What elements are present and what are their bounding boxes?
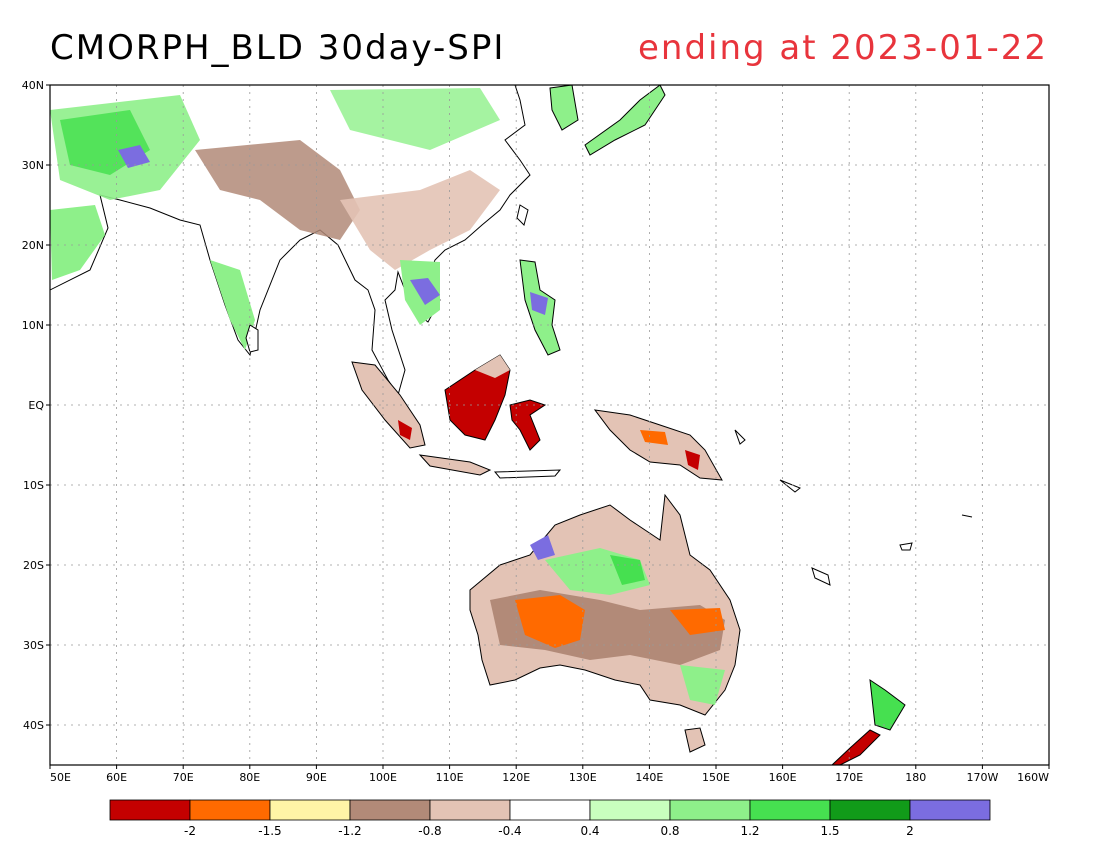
sulawesi-island (509, 399, 547, 451)
colorbar-label: -0.8 (418, 824, 441, 838)
indochina-very-wet-patch (410, 278, 440, 305)
colorbar: -2 -1.5 -1.2 -0.8 -0.4 0.4 0.8 1.2 1.5 2 (109, 799, 991, 838)
colorbar-swatch (189, 799, 271, 821)
lon-tick-label: 160E (769, 771, 797, 784)
lat-tick-label: 30S (23, 639, 44, 652)
colorbar-label: 2 (906, 824, 914, 838)
solomon-islands (734, 429, 801, 493)
lon-tick-label: 120E (502, 771, 530, 784)
colorbar-label: -0.4 (498, 824, 521, 838)
map-area (50, 85, 1049, 765)
latitude-labels: 40N 30N 20N 10N EQ 10S 20S 30S 40S (22, 79, 50, 732)
lon-tick-label: 160W (1017, 771, 1049, 784)
colorbar-label: -1.2 (338, 824, 361, 838)
lon-tick-label: 130E (569, 771, 597, 784)
sumatra-dry-patch (398, 420, 412, 440)
new-caledonia-island (811, 567, 831, 586)
lon-tick-label: 90E (306, 771, 327, 784)
lon-tick-label: 70E (173, 771, 194, 784)
colorbar-label: 1.2 (740, 824, 759, 838)
philippines-very-wet-patch (530, 292, 548, 315)
longitude-labels: 50E 60E 70E 80E 90E 100E 110E 120E 130E 140E 150E 1… (49, 765, 1050, 784)
graticule (50, 85, 1049, 765)
lon-tick-label: 180 (905, 771, 926, 784)
java-island (418, 454, 492, 476)
lat-tick-label: 30N (22, 159, 44, 172)
lon-tick-label: 50E (50, 771, 71, 784)
colorbar-swatch (109, 799, 191, 821)
colorbar-label: 1.5 (820, 824, 839, 838)
lon-tick-label: 100E (369, 771, 397, 784)
lon-tick-label: 170E (835, 771, 863, 784)
lat-tick-label: 10S (23, 479, 44, 492)
lat-tick-label: 20S (23, 559, 44, 572)
colorbar-label: 0.4 (580, 824, 599, 838)
lat-tick-label: 20N (22, 239, 44, 252)
tasmania-island (684, 727, 706, 753)
colorbar-swatch (909, 799, 991, 821)
sri-lanka-island (245, 324, 259, 353)
asia-spi-dry-patch (195, 140, 360, 240)
lat-tick-label: EQ (28, 399, 44, 412)
australia-very-dry-patch-2 (670, 608, 725, 635)
india-wet-patch (210, 260, 255, 350)
lon-tick-label: 150E (702, 771, 730, 784)
map-frame (49, 84, 1050, 766)
date-subtitle: ending at 2023-01-22 (638, 28, 1048, 68)
new-zealand-north-island (869, 678, 906, 731)
australia-very-wet-patch (530, 535, 555, 560)
colorbar-label: -2 (184, 824, 196, 838)
colorbar-label: 0.8 (660, 824, 679, 838)
lesser-sunda-islands (493, 469, 562, 479)
lon-tick-label: 80E (239, 771, 260, 784)
colorbar-label: -1.5 (258, 824, 281, 838)
lon-tick-label: 60E (106, 771, 127, 784)
fiji-islands (899, 514, 973, 551)
colorbar-swatch (349, 799, 431, 821)
lon-tick-label: 170W (966, 771, 998, 784)
arabia-wet-patch (50, 205, 105, 280)
lon-tick-label: 110E (436, 771, 464, 784)
australia-very-dry-patch (515, 595, 585, 648)
korea-peninsula (549, 85, 579, 131)
colorbar-swatch (429, 799, 511, 821)
new-guinea-dry-patch-2 (685, 450, 700, 470)
lat-tick-label: 10N (22, 319, 44, 332)
new-guinea-island (593, 409, 723, 481)
colorbar-swatch (509, 799, 591, 821)
lat-tick-label: 40S (23, 719, 44, 732)
new-zealand-south-island (831, 729, 881, 765)
north-china-wet-patch (330, 88, 500, 150)
new-guinea-dry-patch (640, 430, 668, 445)
australia-wet-southeast (680, 665, 725, 705)
lat-tick-label: 40N (22, 79, 44, 92)
borneo-dry-edge (475, 355, 510, 378)
lon-tick-label: 140E (635, 771, 663, 784)
colorbar-swatch (829, 799, 911, 821)
colorbar-swatch (749, 799, 831, 821)
asia-spi-very-wet-patch (118, 145, 150, 168)
map-title: CMORPH_BLD 30day-SPI (50, 28, 506, 68)
colorbar-swatch (269, 799, 351, 821)
taiwan-island (516, 204, 529, 226)
colorbar-swatch (589, 799, 671, 821)
colorbar-swatch (669, 799, 751, 821)
japan-island (584, 85, 666, 156)
australia-wet-patch-2 (610, 555, 645, 585)
